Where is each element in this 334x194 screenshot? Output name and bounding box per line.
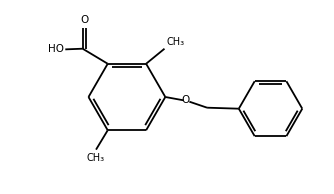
Text: O: O	[181, 95, 189, 105]
Text: HO: HO	[48, 44, 63, 54]
Text: CH₃: CH₃	[86, 153, 105, 163]
Text: O: O	[80, 15, 89, 25]
Text: CH₃: CH₃	[166, 37, 185, 47]
